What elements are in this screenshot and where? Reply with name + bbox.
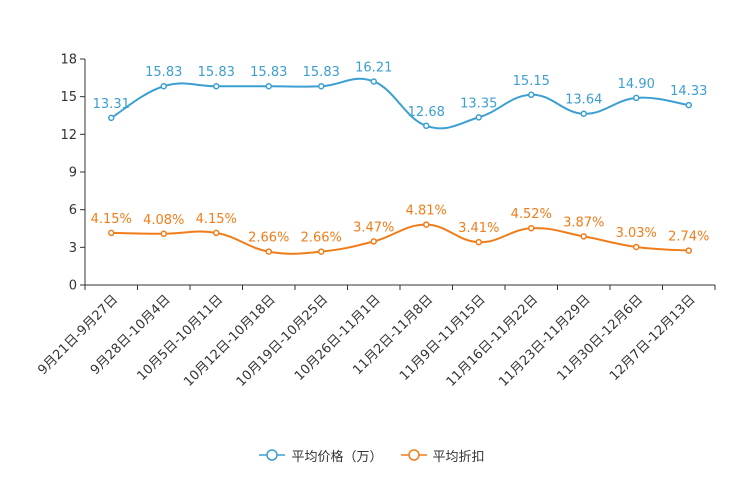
data-point xyxy=(160,230,167,238)
data-label: 4.52% xyxy=(511,207,552,222)
data-label: 3.03% xyxy=(616,226,657,241)
legend-item-price[interactable]: 平均价格（万） xyxy=(259,446,383,465)
data-label: 4.15% xyxy=(91,212,132,227)
data-point xyxy=(423,221,430,228)
data-point xyxy=(580,110,587,117)
data-point xyxy=(108,229,115,237)
data-point xyxy=(160,82,167,90)
data-label: 3.41% xyxy=(458,221,499,236)
chart-series: 13.31 15.83 15.83 15.83 15.83 16.21 12.68 13.35… xyxy=(91,60,709,255)
data-point xyxy=(370,238,377,245)
data-label: 12.68 xyxy=(408,105,445,120)
data-point xyxy=(265,248,272,255)
data-point xyxy=(633,94,640,102)
data-point xyxy=(213,229,220,237)
data-label: 3.87% xyxy=(563,215,604,230)
data-label: 15.83 xyxy=(303,65,340,80)
data-label: 15.83 xyxy=(198,65,235,80)
series-discount: 4.15% 4.08% 4.15% 2.66% 2.66% 3.47% 4.81% 3.41%… xyxy=(91,204,709,255)
line-chart: 03691215189月21日-9月27日9月28日-10月4日10月5日-10… xyxy=(35,53,716,390)
data-point xyxy=(423,122,430,130)
data-label: 13.35 xyxy=(460,96,497,111)
data-label: 16.21 xyxy=(355,60,392,75)
data-label: 3.47% xyxy=(353,220,394,235)
y-tick-label: 9 xyxy=(69,166,77,181)
data-point xyxy=(213,82,220,90)
data-label: 14.90 xyxy=(618,77,655,92)
data-label: 15.83 xyxy=(250,65,287,80)
x-tick-label: 10月12日-10月18日 xyxy=(181,292,278,389)
data-point xyxy=(685,247,692,254)
x-tick-label: 11月16日-11月22日 xyxy=(444,292,541,389)
legend-price-label: 平均价格（万） xyxy=(291,449,383,465)
y-tick-label: 0 xyxy=(69,279,77,294)
y-tick-label: 15 xyxy=(60,90,77,105)
data-point xyxy=(528,91,535,99)
y-tick-label: 18 xyxy=(60,53,77,68)
legend-discount-label: 平均折扣 xyxy=(432,449,485,465)
data-point xyxy=(265,82,272,90)
data-label: 4.15% xyxy=(196,212,237,227)
series-price: 13.31 15.83 15.83 15.83 15.83 16.21 12.68 13.35… xyxy=(93,60,707,130)
data-label: 13.31 xyxy=(93,97,130,112)
data-label: 4.81% xyxy=(406,204,447,219)
data-label: 2.66% xyxy=(248,231,289,246)
data-point xyxy=(475,114,482,121)
data-label: 4.08% xyxy=(143,213,184,228)
data-label: 2.74% xyxy=(668,230,709,245)
y-tick-label: 3 xyxy=(69,241,77,256)
data-label: 2.66% xyxy=(301,231,342,246)
y-tick-label: 12 xyxy=(60,128,77,143)
data-point xyxy=(528,224,535,232)
legend-discount-marker-icon xyxy=(400,449,427,461)
x-tick-label: 10月19日-10月25日 xyxy=(234,292,331,389)
x-tick-label: 11月23日-11月29日 xyxy=(496,292,593,389)
data-label: 15.15 xyxy=(513,74,550,89)
data-point xyxy=(370,78,377,85)
series-line xyxy=(111,223,689,255)
legend-item-discount[interactable]: 平均折扣 xyxy=(400,446,485,465)
y-tick-label: 6 xyxy=(69,203,77,218)
data-point xyxy=(318,82,325,90)
data-label: 15.83 xyxy=(145,65,182,80)
chart-legend: 平均价格（万） 平均折扣 xyxy=(0,444,744,466)
data-point xyxy=(108,114,115,122)
data-point xyxy=(475,238,482,246)
data-label: 14.33 xyxy=(670,84,707,99)
data-label: 13.64 xyxy=(565,93,602,108)
data-point xyxy=(633,243,640,251)
series-line xyxy=(110,77,689,130)
data-point xyxy=(580,233,587,240)
data-point xyxy=(318,248,325,255)
legend-price-marker-icon xyxy=(259,449,286,461)
data-point xyxy=(685,101,692,109)
